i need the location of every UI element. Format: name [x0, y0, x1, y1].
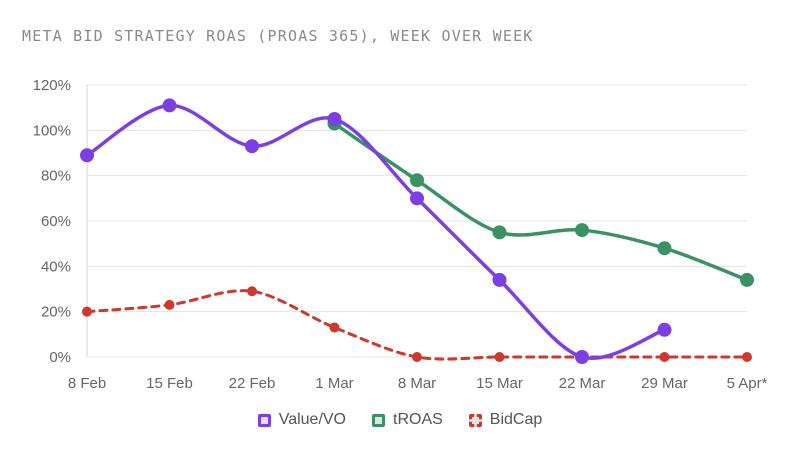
- x-tick-label: 15 Mar: [476, 375, 523, 392]
- y-tick-label: 40%: [41, 258, 71, 275]
- data-point-troas: [740, 272, 754, 287]
- data-point-value-vo: [575, 350, 589, 364]
- data-point-bidcap: [742, 352, 752, 362]
- data-point-troas: [492, 225, 507, 240]
- y-tick-label: 120%: [33, 77, 71, 94]
- x-tick-label: 22 Feb: [229, 375, 276, 392]
- data-point-troas: [657, 241, 672, 256]
- data-point-value-vo: [245, 139, 259, 154]
- data-point-bidcap: [329, 322, 340, 333]
- data-point-value-vo: [327, 112, 342, 126]
- legend-label-bidcap: BidCap: [489, 411, 543, 428]
- data-point-value-vo: [492, 272, 507, 287]
- chart-title: META BID STRATEGY ROAS (PROAS 365), WEEK…: [22, 27, 534, 45]
- x-tick-label: 29 Mar: [641, 375, 688, 392]
- y-tick-label: 100%: [33, 122, 71, 139]
- x-tick-label: 5 Apr*: [727, 375, 768, 392]
- legend-item-value-vo[interactable]: Value/VO: [257, 411, 346, 429]
- data-point-value-vo: [162, 98, 177, 113]
- series-line-troas: [332, 121, 749, 282]
- legend-swatch-value-vo: [257, 413, 271, 427]
- x-tick-label: 1 Mar: [315, 375, 353, 392]
- data-point-value-vo: [657, 322, 672, 337]
- legend-item-bidcap[interactable]: BidCap: [468, 411, 543, 429]
- data-point-value-vo: [410, 191, 424, 206]
- data-point-troas: [410, 173, 424, 188]
- legend-label-troas: tROAS: [393, 411, 443, 428]
- x-tick-label: 15 Feb: [146, 375, 193, 392]
- legend-swatch-troas: [372, 413, 385, 427]
- legend-label-value-vo: Value/VO: [278, 411, 346, 428]
- line-chart: 0% 20% 40% 60% 80% 100% 120% 8 Feb 15 Feb 22 Feb 1…: [33, 77, 768, 392]
- data-point-bidcap: [164, 299, 175, 310]
- y-tick-label: 60%: [41, 213, 71, 230]
- data-point-bidcap: [494, 352, 505, 362]
- x-tick-label: 22 Mar: [559, 375, 606, 392]
- data-point-bidcap: [659, 352, 670, 362]
- x-tick-label: 8 Mar: [398, 375, 436, 392]
- series-line-value-vo: [85, 103, 667, 361]
- data-point-value-vo: [80, 148, 94, 163]
- data-point-bidcap: [82, 306, 92, 317]
- y-tick-label: 20%: [41, 304, 71, 321]
- y-tick-label: 80%: [41, 168, 71, 185]
- data-point-bidcap: [412, 352, 422, 362]
- x-tick-label: 8 Feb: [68, 375, 106, 392]
- legend-swatch-bidcap: [468, 413, 482, 427]
- chart-legend: Value/VO tROAS BidCap: [0, 411, 800, 429]
- series-line-bidcap: [85, 289, 749, 361]
- data-point-bidcap: [247, 286, 257, 297]
- legend-item-troas[interactable]: tROAS: [372, 411, 443, 429]
- data-point-troas: [575, 223, 589, 238]
- y-tick-label: 0%: [49, 349, 71, 366]
